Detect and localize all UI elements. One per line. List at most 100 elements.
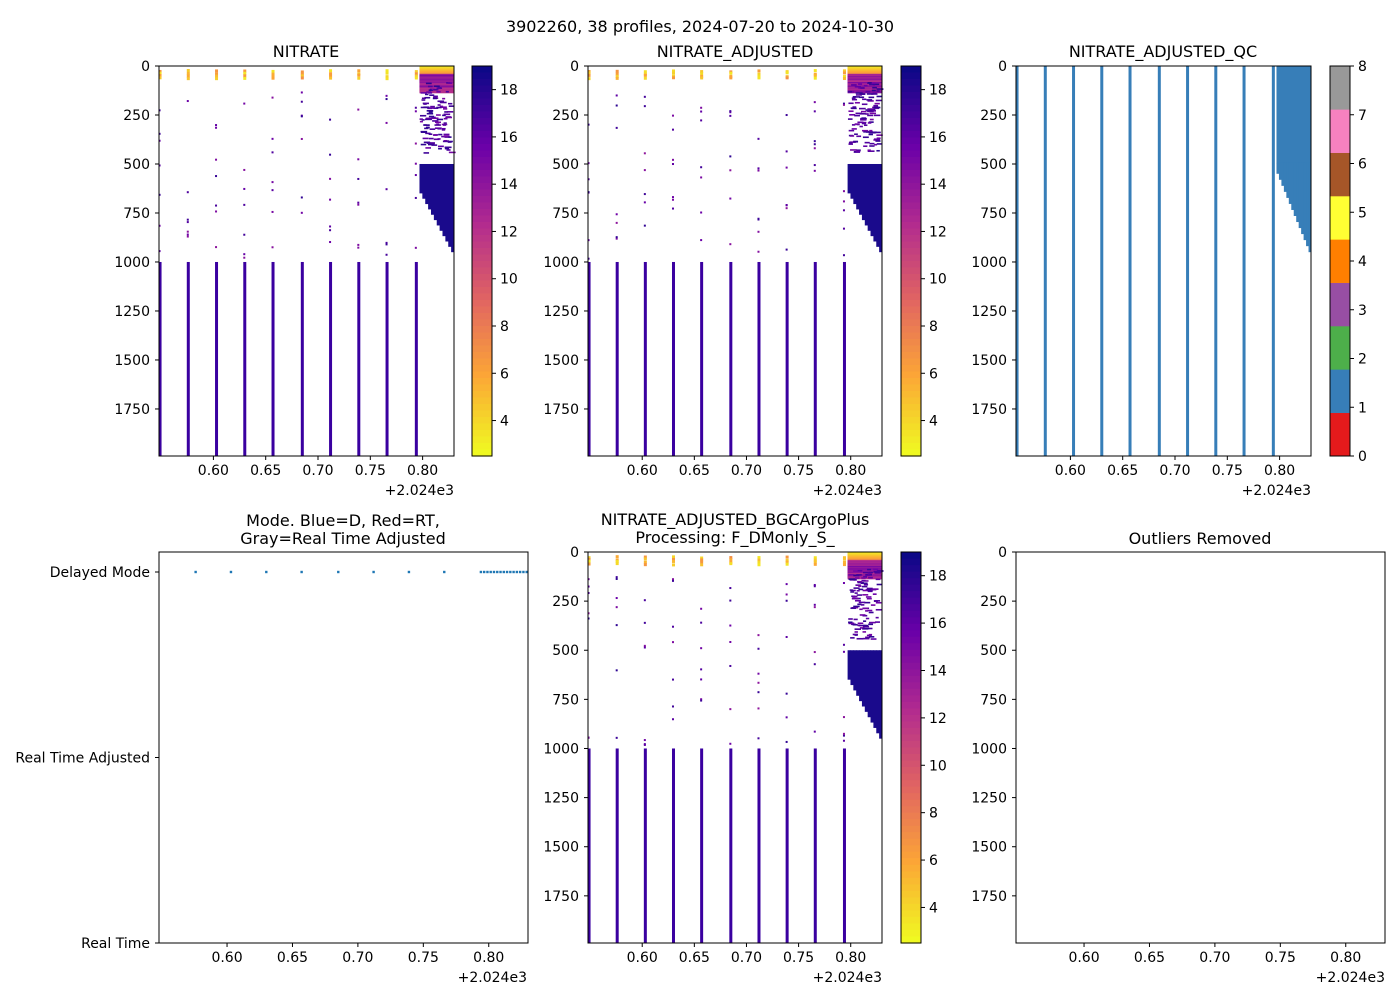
y-category-label: Real Time Adjusted — [15, 751, 150, 767]
qc-cluster-wedge — [1296, 162, 1300, 223]
cluster-deep-wedge — [428, 163, 432, 210]
profile-sample — [813, 730, 816, 733]
x-tick-label: 0.75 — [783, 463, 814, 479]
colorbar-tick-label: 18 — [929, 569, 947, 585]
colorbar-segment — [901, 636, 921, 644]
mode-point — [265, 570, 268, 574]
cluster-scatter-sample — [434, 124, 441, 126]
colorbar-tick-label: 8 — [500, 319, 509, 335]
x-tick-label: 0.80 — [1330, 950, 1361, 966]
x-tick-label: 0.65 — [679, 463, 710, 479]
colorbar-segment — [901, 591, 921, 599]
y-tick-label: 1500 — [114, 353, 150, 369]
cluster-scatter-sample — [869, 129, 873, 132]
profile-sample — [729, 624, 732, 627]
profile-sample — [700, 621, 703, 624]
profile-sample — [243, 233, 246, 236]
colorbar-segment — [901, 799, 921, 807]
cluster-scatter-sample — [871, 131, 877, 134]
x-tick-label: 0.70 — [342, 950, 373, 966]
profile-sample — [700, 119, 703, 122]
profile-sample — [643, 599, 646, 602]
profile-surface-sample — [729, 562, 733, 566]
profile-sample — [785, 204, 788, 207]
profile-sample — [186, 230, 189, 233]
profile-sample — [700, 698, 703, 701]
profile-sample — [785, 636, 788, 639]
profile-surface-sample — [813, 560, 817, 564]
cluster-scatter-sample — [869, 636, 875, 638]
cluster-scatter-sample — [859, 96, 864, 99]
profile-sample — [300, 100, 303, 103]
colorbar-segment — [901, 306, 921, 314]
profile-surface-sample — [300, 76, 304, 80]
colorbar-segment — [472, 79, 492, 87]
cluster-scatter-sample — [444, 147, 450, 150]
colorbar-segment — [901, 319, 921, 327]
cluster-scatter-sample — [860, 582, 868, 585]
cluster-scatter-sample — [876, 583, 883, 586]
profile-sample — [813, 585, 816, 588]
cluster-scatter-sample — [428, 92, 433, 94]
y-tick-label: 0 — [998, 545, 1007, 561]
profile-surface-sample — [842, 560, 846, 564]
profile-deep-column — [414, 261, 418, 456]
colorbar-tick-label: 4 — [929, 414, 938, 430]
colorbar-tick-label: 0 — [1358, 449, 1367, 465]
profile-sample — [700, 699, 703, 702]
profile-sample — [615, 221, 618, 224]
profile-surface-sample — [700, 76, 704, 80]
cluster-scatter-sample — [874, 143, 878, 146]
cluster-deep-wedge — [879, 650, 883, 739]
cluster-scatter-sample — [876, 88, 884, 90]
cluster-scatter-sample — [438, 147, 442, 150]
colorbar-segment — [472, 176, 492, 184]
cluster-scatter-sample — [419, 120, 423, 123]
colorbar-segment — [901, 300, 921, 308]
colorbar-segment — [901, 443, 921, 451]
profile-deep-column — [729, 748, 733, 943]
colorbar-segment — [901, 767, 921, 775]
profile-sample — [357, 177, 360, 180]
cluster-scatter-sample — [857, 83, 863, 85]
colorbar-segment — [901, 150, 921, 158]
colorbar-segment — [472, 280, 492, 288]
profile-sample — [757, 169, 760, 172]
cluster-scatter-sample — [867, 82, 872, 84]
colorbar-segment — [901, 209, 921, 217]
cluster-scatter-sample — [873, 114, 881, 117]
cluster-scatter-sample — [444, 146, 452, 149]
cluster-scatter-sample — [432, 120, 439, 122]
colorbar-qc-segment — [1330, 412, 1350, 457]
cluster-scatter-sample — [855, 94, 862, 96]
profile-sample — [842, 102, 845, 105]
profile-surface-sample — [700, 70, 704, 74]
profile-surface-sample — [414, 74, 418, 78]
profile-sample — [700, 647, 703, 650]
panel-nitrate-adjusted-frame — [587, 65, 883, 457]
profile-sample — [671, 196, 674, 199]
profile-surface-sample — [300, 70, 304, 74]
cluster-scatter-sample — [852, 633, 858, 636]
colorbar-tick-label: 14 — [500, 177, 518, 193]
colorbar-segment — [901, 571, 921, 579]
qc-profile-column — [1128, 66, 1132, 456]
profile-sample — [615, 669, 618, 672]
colorbar-segment — [901, 897, 921, 905]
cluster-deep-wedge — [850, 650, 854, 686]
colorbar-segment — [901, 812, 921, 820]
colorbar-segment — [901, 235, 921, 243]
cluster-scatter-sample — [855, 584, 861, 586]
profile-sample — [671, 625, 674, 628]
qc-cluster-wedge — [1291, 162, 1295, 210]
cluster-scatter-sample — [423, 124, 430, 126]
profile-sample — [385, 241, 388, 244]
profile-sample — [215, 124, 218, 127]
profile-deep-column — [243, 261, 247, 456]
cluster-scatter-sample — [437, 104, 441, 106]
colorbar-frame — [900, 551, 922, 944]
profile-sample — [243, 187, 246, 190]
colorbar-segment — [472, 410, 492, 418]
panel-nitrate-adjusted-x-axis: 0.60 0.65 0.70 0.75 0.80 — [627, 456, 866, 479]
cluster-scatter-sample — [857, 569, 863, 572]
